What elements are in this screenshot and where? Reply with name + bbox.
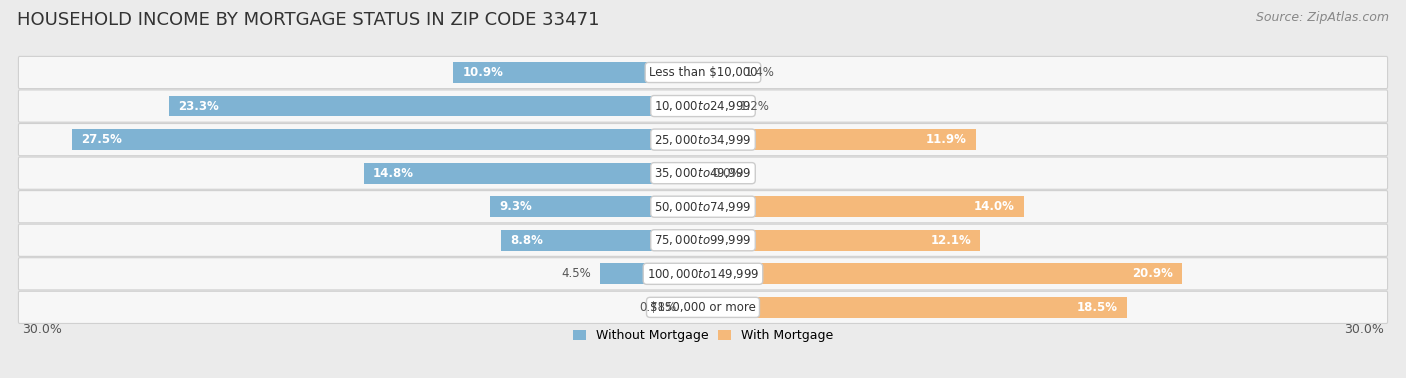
Text: 30.0%: 30.0% [1344,323,1384,336]
FancyBboxPatch shape [18,291,1388,324]
Bar [169,96,703,116]
Legend: Without Mortgage, With Mortgage: Without Mortgage, With Mortgage [568,324,838,347]
Bar [703,129,976,150]
Bar [703,297,1128,318]
Text: $25,000 to $34,999: $25,000 to $34,999 [654,133,752,147]
Text: 11.9%: 11.9% [927,133,967,146]
Text: $35,000 to $49,999: $35,000 to $49,999 [654,166,752,180]
Bar [703,62,735,83]
FancyBboxPatch shape [18,56,1388,88]
FancyBboxPatch shape [18,258,1388,290]
Text: $50,000 to $74,999: $50,000 to $74,999 [654,200,752,214]
Text: 8.8%: 8.8% [510,234,543,247]
Bar [453,62,703,83]
Bar [489,196,703,217]
FancyBboxPatch shape [18,191,1388,223]
Bar [72,129,703,150]
Text: HOUSEHOLD INCOME BY MORTGAGE STATUS IN ZIP CODE 33471: HOUSEHOLD INCOME BY MORTGAGE STATUS IN Z… [17,11,599,29]
Bar [703,96,731,116]
Text: 23.3%: 23.3% [177,99,218,113]
Text: 1.2%: 1.2% [740,99,769,113]
FancyBboxPatch shape [18,124,1388,156]
Text: $10,000 to $24,999: $10,000 to $24,999 [654,99,752,113]
Text: $150,000 or more: $150,000 or more [650,301,756,314]
FancyBboxPatch shape [18,90,1388,122]
FancyBboxPatch shape [18,224,1388,256]
Text: $75,000 to $99,999: $75,000 to $99,999 [654,233,752,247]
Text: 12.1%: 12.1% [931,234,972,247]
Text: 9.3%: 9.3% [499,200,531,213]
Text: 20.9%: 20.9% [1132,267,1173,280]
Bar [685,297,703,318]
Text: 14.0%: 14.0% [974,200,1015,213]
Text: 18.5%: 18.5% [1077,301,1118,314]
Text: 1.4%: 1.4% [744,66,775,79]
Text: 10.9%: 10.9% [463,66,503,79]
Text: $100,000 to $149,999: $100,000 to $149,999 [647,267,759,281]
Text: 0.0%: 0.0% [713,167,742,180]
Bar [703,196,1024,217]
Bar [703,230,980,251]
Bar [600,263,703,284]
Text: 14.8%: 14.8% [373,167,413,180]
Text: 4.5%: 4.5% [561,267,591,280]
Text: Less than $10,000: Less than $10,000 [648,66,758,79]
Text: 0.78%: 0.78% [638,301,676,314]
Text: 27.5%: 27.5% [82,133,122,146]
Bar [364,163,703,184]
FancyBboxPatch shape [18,157,1388,189]
Bar [501,230,703,251]
Bar [703,263,1182,284]
Text: 30.0%: 30.0% [22,323,62,336]
Text: Source: ZipAtlas.com: Source: ZipAtlas.com [1256,11,1389,24]
